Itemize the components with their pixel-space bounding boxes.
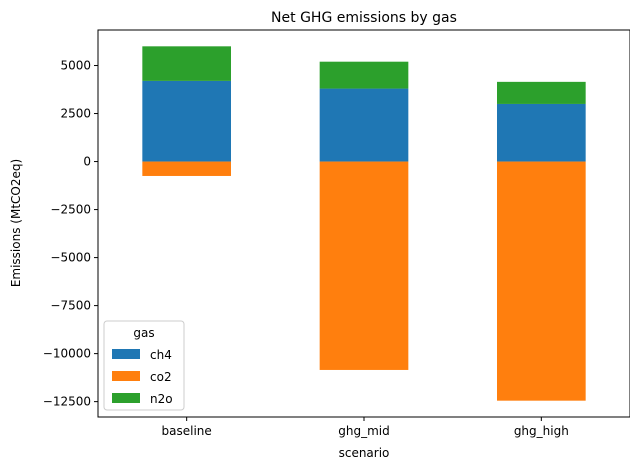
x-tick-label: ghg_high xyxy=(514,424,569,438)
bar-ch4-baseline xyxy=(142,80,231,162)
y-tick-label: 2500 xyxy=(60,107,91,121)
plot-frame xyxy=(97,29,630,418)
legend-label-n2o: n2o xyxy=(150,392,173,406)
bar-n2o-ghg_high xyxy=(497,81,586,104)
legend-frame xyxy=(103,320,185,411)
x-tick-label: baseline xyxy=(162,424,212,438)
legend: gas ch4 co2 n2o xyxy=(103,320,185,411)
y-tick-label: −5000 xyxy=(50,251,91,265)
chart-title: Net GHG emissions by gas xyxy=(271,10,457,26)
bar-n2o-baseline xyxy=(142,46,231,81)
legend-label-ch4: ch4 xyxy=(150,348,172,362)
legend-title: gas xyxy=(133,326,154,340)
plot-area: 5000 2500 0 −2500 −5000 −7500 −10000 −12500 base… xyxy=(43,46,586,438)
y-tick-label: 0 xyxy=(83,155,91,169)
bar-n2o-ghg_mid xyxy=(319,61,409,89)
y-axis-label: Emissions (MtCO2eq) xyxy=(9,159,23,287)
bar-co2-baseline xyxy=(142,161,231,176)
legend-swatch-n2o xyxy=(112,393,140,403)
bar-ch4-ghg_mid xyxy=(319,88,409,162)
legend-label-co2: co2 xyxy=(150,370,172,384)
y-tick-label: 5000 xyxy=(60,59,91,73)
y-tick-label: −7500 xyxy=(50,299,91,313)
x-tick-label: ghg_mid xyxy=(338,424,389,438)
bar-co2-ghg_mid xyxy=(319,161,409,370)
y-tick-label: −10000 xyxy=(43,347,91,361)
bar-ch4-ghg_high xyxy=(497,103,586,162)
x-axis-label: scenario xyxy=(339,446,390,460)
bar-co2-ghg_high xyxy=(497,161,586,401)
legend-swatch-co2 xyxy=(112,371,140,381)
legend-swatch-ch4 xyxy=(112,349,140,359)
y-tick-label: −2500 xyxy=(50,203,91,217)
y-tick-label: −12500 xyxy=(43,395,91,409)
